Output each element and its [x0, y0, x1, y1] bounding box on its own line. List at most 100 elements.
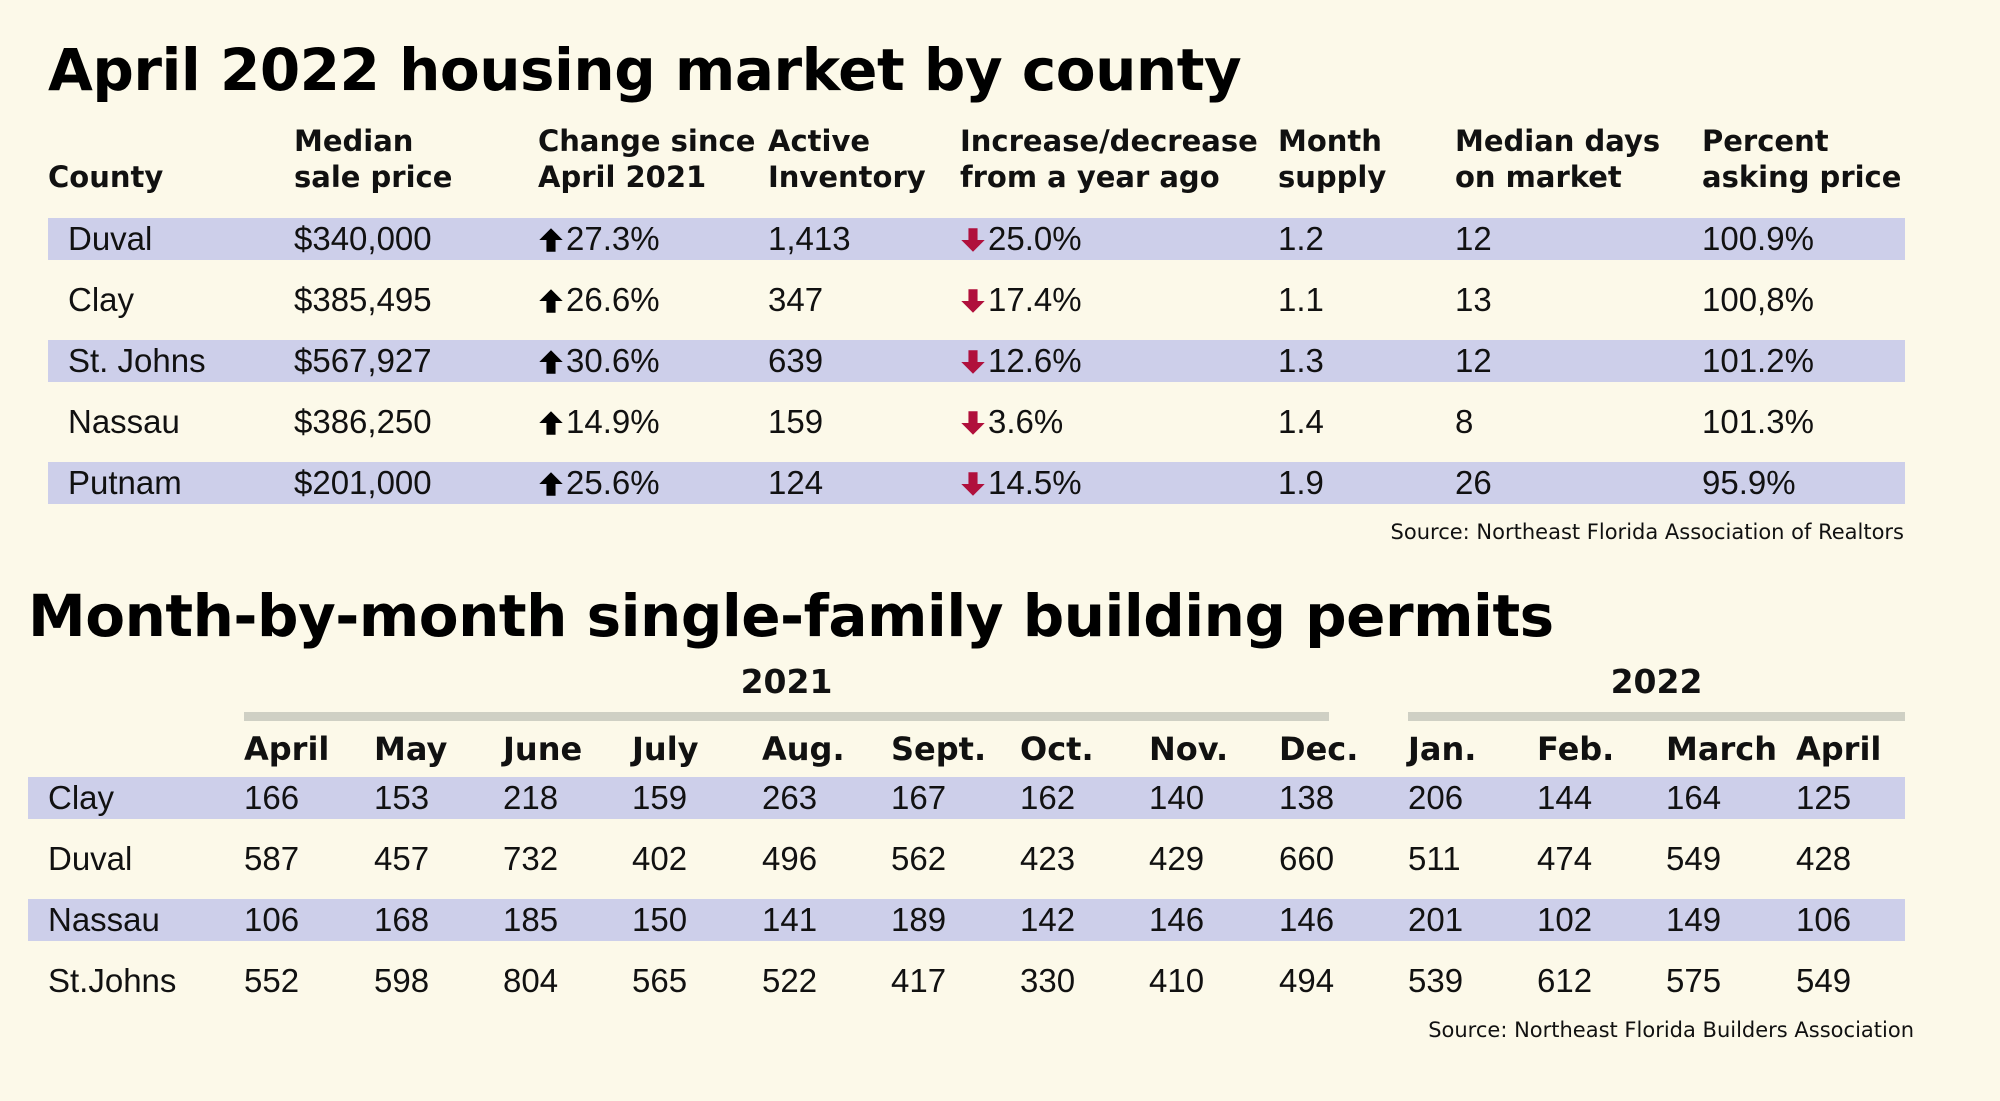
table-cell: $201,000: [294, 464, 432, 501]
permit-value: 575: [1666, 962, 1722, 999]
permit-value: 428: [1796, 840, 1852, 877]
permit-value: 804: [503, 962, 559, 999]
table-cell: 1,413: [768, 220, 851, 257]
month-header: Aug.: [762, 730, 845, 768]
table-cell: 159: [768, 403, 824, 440]
month-header: Nov.: [1149, 730, 1229, 768]
table-cell: 25.6%: [538, 463, 660, 503]
column-header: Month: [1278, 124, 1382, 158]
permit-value: 125: [1796, 779, 1852, 816]
column-header: Median: [294, 124, 414, 158]
permit-value: 457: [374, 840, 430, 877]
month-header: Oct.: [1020, 730, 1094, 768]
cell-value: 30.6%: [566, 342, 660, 379]
permit-value: 167: [891, 779, 947, 816]
permit-value: 140: [1149, 779, 1205, 816]
permit-value: 218: [503, 779, 559, 816]
permit-value: 522: [762, 962, 818, 999]
table-cell: 1.1: [1278, 281, 1324, 318]
table-cell: $386,250: [294, 403, 432, 440]
column-header: County: [48, 160, 164, 194]
permit-value: 146: [1149, 901, 1205, 938]
cell-value: 25.0%: [988, 220, 1082, 257]
county-name: Clay: [68, 281, 135, 318]
year-rule: [244, 712, 1329, 721]
permit-value: 138: [1279, 779, 1335, 816]
month-header: Feb.: [1537, 730, 1615, 768]
permits-table-title: Month-by-month single-family building pe…: [28, 582, 1554, 650]
county-name: St.Johns: [48, 962, 177, 999]
table-cell: $567,927: [294, 342, 432, 379]
month-header: Sept.: [891, 730, 987, 768]
permit-value: 185: [503, 901, 559, 938]
permit-value: 166: [244, 779, 300, 816]
permit-value: 429: [1149, 840, 1205, 877]
table-cell: 30.6%: [538, 341, 660, 381]
down-arrow-icon: [961, 289, 985, 313]
permit-value: 552: [244, 962, 300, 999]
row-band: [28, 777, 1905, 819]
permits-table-source: Source: Northeast Florida Builders Assoc…: [1428, 1018, 1914, 1042]
permit-value: 565: [632, 962, 688, 999]
year-label: 2021: [740, 662, 833, 701]
cell-value: 14.5%: [988, 464, 1082, 501]
county-name: Duval: [48, 840, 133, 877]
permit-value: 106: [244, 901, 300, 938]
permit-value: 494: [1279, 962, 1335, 999]
cell-value: 12.6%: [988, 342, 1082, 379]
table-cell: 12: [1455, 220, 1492, 257]
table-cell: 100.9%: [1702, 220, 1814, 257]
county-name: Nassau: [68, 403, 180, 440]
permit-value: 162: [1020, 779, 1076, 816]
month-header: April: [244, 730, 330, 768]
table-cell: 124: [768, 464, 824, 501]
up-arrow-icon: [539, 472, 563, 496]
table-cell: 14.9%: [538, 402, 660, 442]
table-cell: 101.2%: [1702, 342, 1814, 379]
market-table-title: April 2022 housing market by county: [48, 36, 1242, 104]
permit-value: 598: [374, 962, 430, 999]
cell-value: 26.6%: [566, 281, 660, 318]
permit-value: 159: [632, 779, 688, 816]
permit-value: 474: [1537, 840, 1593, 877]
permit-value: 587: [244, 840, 300, 877]
up-arrow-icon: [539, 350, 563, 374]
down-arrow-icon: [961, 350, 985, 374]
column-header: Increase/decrease: [960, 124, 1258, 158]
permit-value: 206: [1408, 779, 1464, 816]
permit-value: 106: [1796, 901, 1852, 938]
permit-value: 153: [374, 779, 430, 816]
table-cell: 3.6%: [960, 402, 1063, 442]
county-name: St. Johns: [68, 342, 206, 379]
table-cell: 1.9: [1278, 464, 1324, 501]
permit-value: 150: [632, 901, 688, 938]
permit-value: 102: [1537, 901, 1593, 938]
table-cell: $385,495: [294, 281, 432, 318]
permit-value: 402: [632, 840, 688, 877]
permit-value: 549: [1796, 962, 1852, 999]
cell-value: 27.3%: [566, 220, 660, 257]
permit-value: 330: [1020, 962, 1076, 999]
table-cell: 1.4: [1278, 403, 1324, 440]
permit-value: 549: [1666, 840, 1722, 877]
column-header: Median days: [1455, 124, 1661, 158]
column-header: on market: [1455, 160, 1622, 194]
table-cell: 17.4%: [960, 280, 1082, 320]
table-cell: 639: [768, 342, 824, 379]
county-name: Clay: [48, 779, 115, 816]
column-header: Change since: [538, 124, 756, 158]
year-rule: [1408, 712, 1905, 721]
table-cell: 25.0%: [960, 219, 1082, 259]
column-header: April 2021: [538, 160, 707, 194]
month-header: July: [632, 730, 699, 768]
permit-value: 612: [1537, 962, 1593, 999]
permit-value: 511: [1408, 840, 1461, 877]
up-arrow-icon: [539, 289, 563, 313]
permit-value: 164: [1666, 779, 1722, 816]
permit-value: 144: [1537, 779, 1593, 816]
market-table-source: Source: Northeast Florida Association of…: [1390, 520, 1904, 544]
permit-value: 168: [374, 901, 430, 938]
cell-value: 25.6%: [566, 464, 660, 501]
permit-value: 201: [1408, 901, 1464, 938]
table-cell: 1.2: [1278, 220, 1324, 257]
